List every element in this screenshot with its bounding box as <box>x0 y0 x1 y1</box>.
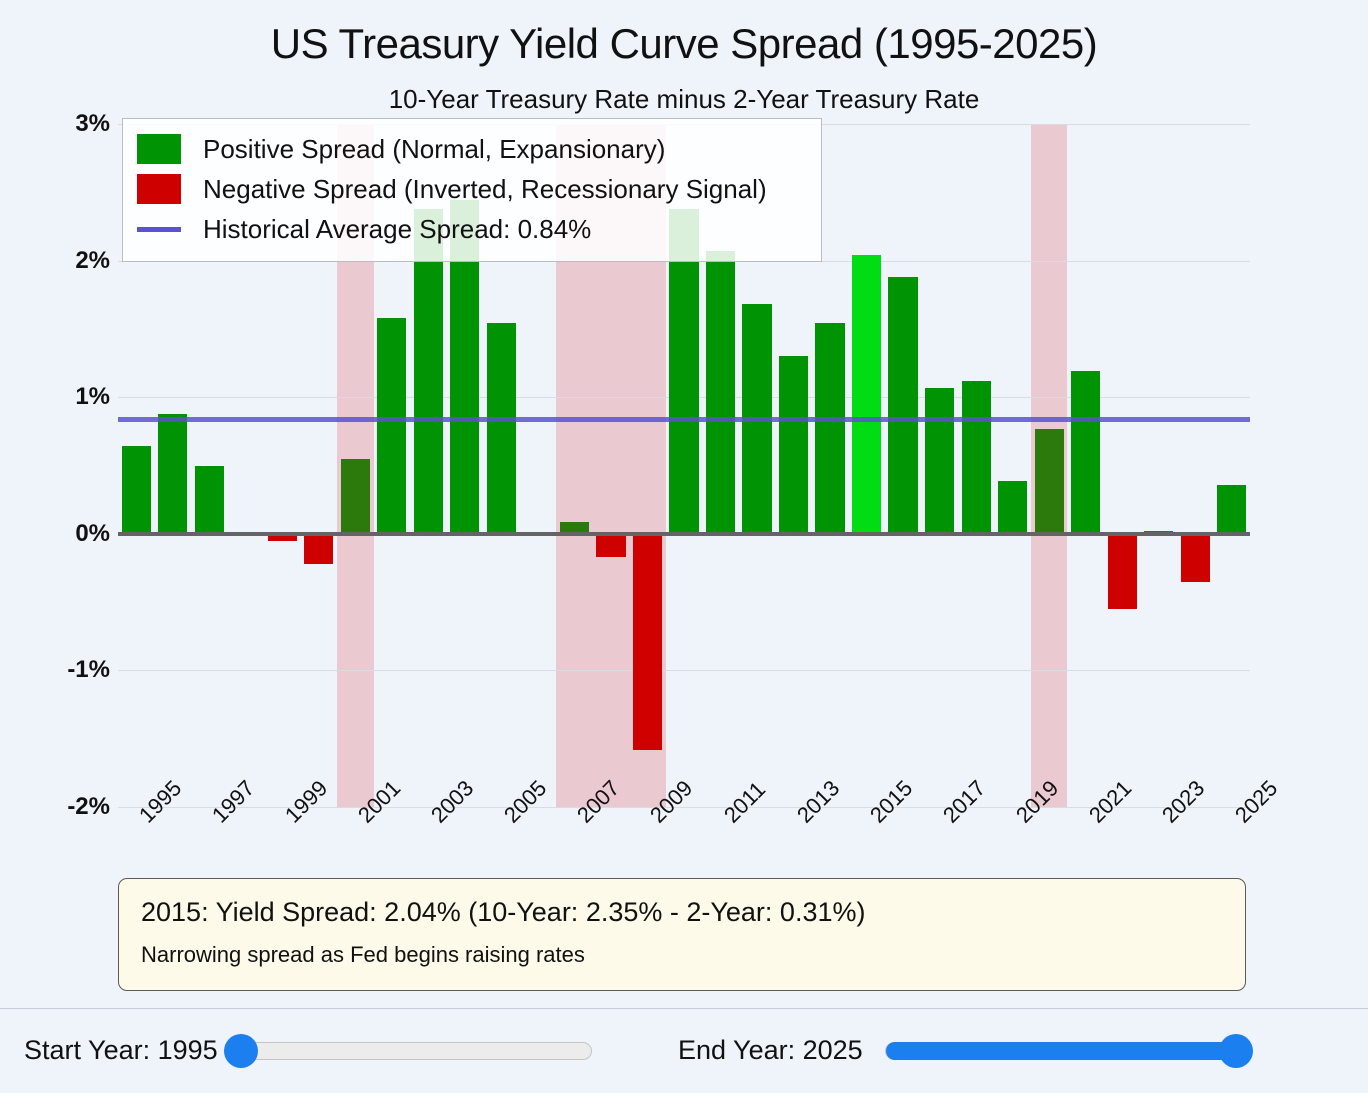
end-year-slider-fill <box>885 1041 1236 1060</box>
bar-2019[interactable] <box>998 480 1028 534</box>
annotation-box: 2015: Yield Spread: 2.04% (10-Year: 2.35… <box>118 878 1246 991</box>
start-year-slider-thumb[interactable] <box>223 1033 258 1068</box>
end-year-control: End Year: 2025 <box>678 1033 1253 1068</box>
bar-2011[interactable] <box>705 251 736 534</box>
legend-item-negative: Negative Spread (Inverted, Recessionary … <box>137 169 807 209</box>
x-axis: 1995 1997 1999 2001 2003 2005 2007 2009 2011 2013… <box>118 775 1282 880</box>
legend-swatch-negative <box>137 174 181 204</box>
annotation-primary-text: 2015: Yield Spread: 2.04% (10-Year: 2.35… <box>141 897 866 927</box>
bar-1999[interactable] <box>267 533 297 541</box>
bar-2017[interactable] <box>925 387 955 534</box>
start-year-label: Start Year: 1995 <box>24 1035 218 1065</box>
end-year-slider[interactable] <box>884 1033 1253 1068</box>
legend-label-average: Historical Average Spread: 0.84% <box>203 213 592 244</box>
bar-2025[interactable] <box>1217 484 1247 534</box>
bar-1996[interactable] <box>158 413 188 534</box>
grid-line <box>118 807 1250 808</box>
bar-2014[interactable] <box>815 323 845 534</box>
bar-2001[interactable] <box>340 458 370 534</box>
chart-subtitle: 10-Year Treasury Rate minus 2-Year Treas… <box>388 84 980 114</box>
historical-average-line <box>118 417 1250 423</box>
bar-1997[interactable] <box>194 465 224 534</box>
start-year-slider[interactable] <box>223 1033 592 1068</box>
bar-2018[interactable] <box>961 380 991 534</box>
start-year-control: Start Year: 1995 <box>24 1033 592 1068</box>
legend-label-negative: Negative Spread (Inverted, Recessionary … <box>203 173 767 204</box>
bar-2024[interactable] <box>1180 533 1210 582</box>
bar-2003[interactable] <box>413 208 443 534</box>
legend-item-average: Historical Average Spread: 0.84% <box>137 209 807 249</box>
bar-2021[interactable] <box>1071 371 1101 534</box>
y-tick-label: 0% <box>75 519 110 547</box>
bar-2008[interactable] <box>596 533 626 558</box>
y-axis: -2% -1% 0% 1% 2% 3% <box>0 110 110 820</box>
y-tick-label: -1% <box>67 656 110 684</box>
annotation-secondary-text: Narrowing spread as Fed begins raising r… <box>141 942 585 967</box>
y-tick-label: 3% <box>75 110 110 137</box>
controls-bar: Start Year: 1995 End Year: 2025 <box>0 1008 1368 1093</box>
y-tick-label: 1% <box>75 383 110 411</box>
end-year-label: End Year: 2025 <box>678 1035 863 1065</box>
bar-2015[interactable] <box>851 255 882 534</box>
bar-2005[interactable] <box>486 323 517 534</box>
bar-2009[interactable] <box>632 533 663 750</box>
bar-2016[interactable] <box>888 276 918 534</box>
chart-legend: Positive Spread (Normal, Expansionary) N… <box>122 118 822 262</box>
end-year-slider-thumb[interactable] <box>1218 1033 1253 1068</box>
legend-swatch-positive <box>137 134 181 164</box>
page-title: US Treasury Yield Curve Spread (1995-202… <box>270 20 1098 67</box>
bar-1995[interactable] <box>121 446 151 534</box>
bar-2013[interactable] <box>778 356 809 534</box>
bar-2000[interactable] <box>304 533 334 564</box>
bar-2010[interactable] <box>669 208 699 534</box>
legend-label-positive: Positive Spread (Normal, Expansionary) <box>203 133 666 164</box>
bar-2002[interactable] <box>377 317 407 534</box>
y-tick-label: -2% <box>67 793 110 820</box>
zero-line <box>118 531 1250 536</box>
grid-line <box>118 670 1250 672</box>
y-tick-label: 2% <box>75 246 110 274</box>
legend-item-positive: Positive Spread (Normal, Expansionary) <box>137 129 807 169</box>
bar-2020[interactable] <box>1034 428 1064 534</box>
bar-2022[interactable] <box>1107 533 1137 609</box>
legend-line-average <box>137 226 181 232</box>
bar-2007[interactable] <box>559 521 590 534</box>
